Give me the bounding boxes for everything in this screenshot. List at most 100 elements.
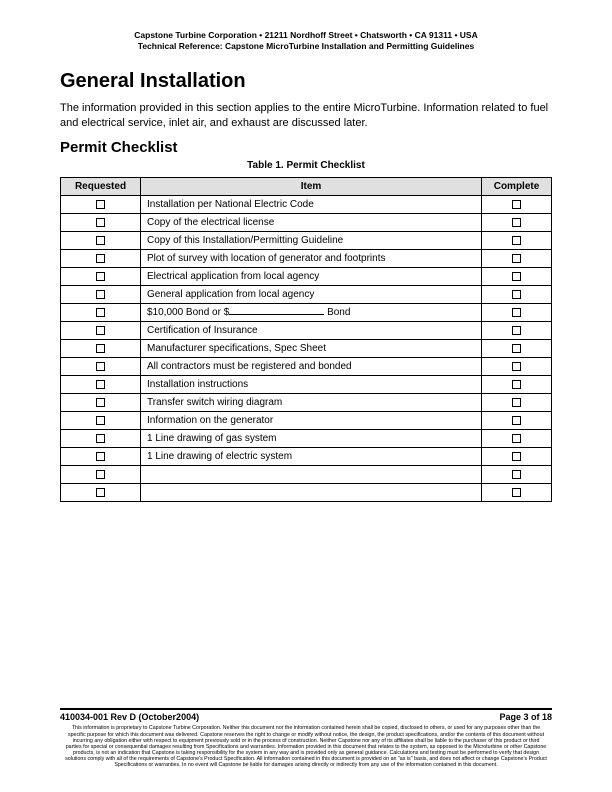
page-title: General Installation <box>60 70 552 93</box>
checkbox-icon[interactable] <box>512 380 521 389</box>
checkbox-icon[interactable] <box>96 380 105 389</box>
item-cell: Copy of this Installation/Permitting Gui… <box>141 231 482 249</box>
checkbox-icon[interactable] <box>512 308 521 317</box>
item-text: Plot of survey with location of generato… <box>147 253 385 264</box>
checkbox-icon[interactable] <box>512 200 521 209</box>
complete-cell <box>482 303 552 321</box>
item-text: $10,000 Bond or $ <box>147 307 229 318</box>
checkbox-icon[interactable] <box>96 326 105 335</box>
checkbox-icon[interactable] <box>512 362 521 371</box>
table-row: Installation per National Electric Code <box>61 195 552 213</box>
item-cell: 1 Line drawing of electric system <box>141 447 482 465</box>
checkbox-icon[interactable] <box>96 398 105 407</box>
header-line-2: Technical Reference: Capstone MicroTurbi… <box>60 41 552 52</box>
checkbox-icon[interactable] <box>512 272 521 281</box>
checkbox-icon[interactable] <box>512 236 521 245</box>
checkbox-icon[interactable] <box>512 218 521 227</box>
item-text: Electrical application from local agency <box>147 271 319 282</box>
checkbox-icon[interactable] <box>96 290 105 299</box>
table-row: All contractors must be registered and b… <box>61 357 552 375</box>
col-header-item: Item <box>141 177 482 195</box>
table-row: Installation instructions <box>61 375 552 393</box>
item-text: Transfer switch wiring diagram <box>147 397 282 408</box>
checkbox-icon[interactable] <box>512 488 521 497</box>
requested-cell <box>61 231 141 249</box>
checkbox-icon[interactable] <box>96 254 105 263</box>
checkbox-icon[interactable] <box>512 290 521 299</box>
item-text: Information on the generator <box>147 415 273 426</box>
checkbox-icon[interactable] <box>512 452 521 461</box>
requested-cell <box>61 447 141 465</box>
checkbox-icon[interactable] <box>512 416 521 425</box>
item-text: Certification of Insurance <box>147 325 258 336</box>
checkbox-icon[interactable] <box>512 254 521 263</box>
table-row: Information on the generator <box>61 411 552 429</box>
requested-cell <box>61 285 141 303</box>
table-row: General application from local agency <box>61 285 552 303</box>
table-row: 1 Line drawing of gas system <box>61 429 552 447</box>
item-text: 1 Line drawing of electric system <box>147 451 292 462</box>
checkbox-icon[interactable] <box>96 416 105 425</box>
complete-cell <box>482 249 552 267</box>
table-row: $10,000 Bond or $ Bond <box>61 303 552 321</box>
complete-cell <box>482 321 552 339</box>
item-cell: Certification of Insurance <box>141 321 482 339</box>
requested-cell <box>61 357 141 375</box>
item-cell: Plot of survey with location of generato… <box>141 249 482 267</box>
item-cell <box>141 483 482 501</box>
table-row <box>61 483 552 501</box>
table-row: Plot of survey with location of generato… <box>61 249 552 267</box>
requested-cell <box>61 321 141 339</box>
checkbox-icon[interactable] <box>96 236 105 245</box>
item-cell: Transfer switch wiring diagram <box>141 393 482 411</box>
requested-cell <box>61 429 141 447</box>
checkbox-icon[interactable] <box>512 326 521 335</box>
intro-text: The information provided in this section… <box>60 101 552 131</box>
permit-checklist-table: Requested Item Complete Installation per… <box>60 177 552 502</box>
checkbox-icon[interactable] <box>96 344 105 353</box>
checkbox-icon[interactable] <box>512 470 521 479</box>
subsection-title: Permit Checklist <box>60 139 552 156</box>
requested-cell <box>61 375 141 393</box>
complete-cell <box>482 357 552 375</box>
checkbox-icon[interactable] <box>512 344 521 353</box>
table-row: Transfer switch wiring diagram <box>61 393 552 411</box>
table-row <box>61 465 552 483</box>
requested-cell <box>61 339 141 357</box>
table-row: Copy of the electrical license <box>61 213 552 231</box>
table-row: Electrical application from local agency <box>61 267 552 285</box>
checkbox-icon[interactable] <box>512 398 521 407</box>
complete-cell <box>482 429 552 447</box>
item-text: Copy of this Installation/Permitting Gui… <box>147 235 343 246</box>
checkbox-icon[interactable] <box>96 272 105 281</box>
requested-cell <box>61 213 141 231</box>
checkbox-icon[interactable] <box>96 488 105 497</box>
checkbox-icon[interactable] <box>96 362 105 371</box>
complete-cell <box>482 375 552 393</box>
blank-line[interactable] <box>229 314 324 315</box>
checkbox-icon[interactable] <box>96 200 105 209</box>
checkbox-icon[interactable] <box>96 470 105 479</box>
item-cell: Copy of the electrical license <box>141 213 482 231</box>
item-cell: 1 Line drawing of gas system <box>141 429 482 447</box>
item-cell: Installation instructions <box>141 375 482 393</box>
checkbox-icon[interactable] <box>512 434 521 443</box>
item-text: Installation per National Electric Code <box>147 199 314 210</box>
item-cell: $10,000 Bond or $ Bond <box>141 303 482 321</box>
complete-cell <box>482 213 552 231</box>
complete-cell <box>482 231 552 249</box>
table-row: Certification of Insurance <box>61 321 552 339</box>
complete-cell <box>482 267 552 285</box>
complete-cell <box>482 483 552 501</box>
checkbox-icon[interactable] <box>96 452 105 461</box>
checkbox-icon[interactable] <box>96 218 105 227</box>
complete-cell <box>482 447 552 465</box>
footer-disclaimer: This information is proprietary to Capst… <box>60 725 552 768</box>
item-cell: Electrical application from local agency <box>141 267 482 285</box>
item-cell: All contractors must be registered and b… <box>141 357 482 375</box>
complete-cell <box>482 411 552 429</box>
checkbox-icon[interactable] <box>96 308 105 317</box>
checkbox-icon[interactable] <box>96 434 105 443</box>
requested-cell <box>61 483 141 501</box>
complete-cell <box>482 195 552 213</box>
